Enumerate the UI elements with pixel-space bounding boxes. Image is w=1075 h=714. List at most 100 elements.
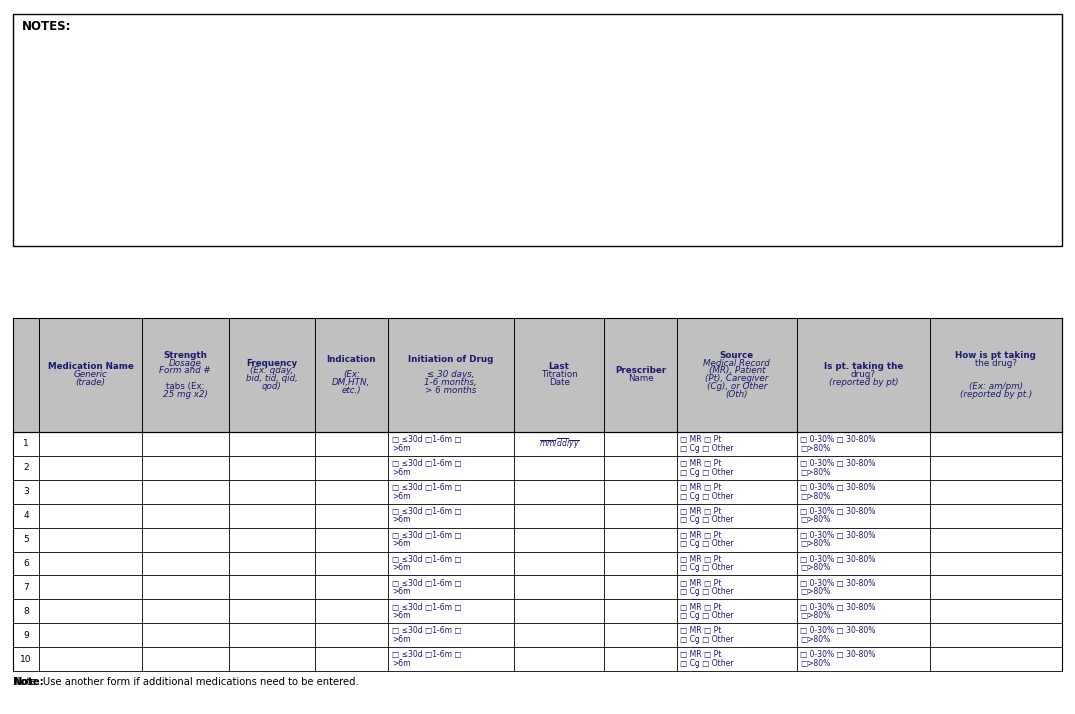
Text: Prescriber: Prescriber: [615, 366, 666, 376]
Text: Is pt. taking the: Is pt. taking the: [823, 363, 903, 371]
Text: $\overline{mm}$/$\overline{dd}$/$\overline{yy}$: $\overline{mm}$/$\overline{dd}$/$\overli…: [539, 437, 579, 451]
Text: >6m: >6m: [391, 516, 411, 525]
Text: 10: 10: [20, 655, 32, 664]
Text: 4: 4: [24, 511, 29, 521]
Text: Indication: Indication: [327, 355, 376, 363]
Text: □>80%: □>80%: [800, 587, 831, 596]
Text: □ 0-30% □ 30-80%: □ 0-30% □ 30-80%: [800, 531, 876, 540]
Text: □ MR □ Pt: □ MR □ Pt: [679, 435, 721, 444]
Text: (Ex:: (Ex:: [343, 371, 360, 379]
Text: Form and #: Form and #: [159, 366, 211, 376]
Bar: [13, 480, 1062, 504]
Text: >6m: >6m: [391, 563, 411, 573]
Text: 1-6 months,: 1-6 months,: [425, 378, 477, 387]
Text: 25 mg x2): 25 mg x2): [162, 390, 207, 399]
Text: >6m: >6m: [391, 443, 411, 453]
Text: □ Cg □ Other: □ Cg □ Other: [679, 491, 733, 501]
Text: qod): qod): [262, 382, 282, 391]
Text: > 6 months: > 6 months: [425, 386, 476, 395]
Text: Last: Last: [548, 363, 570, 371]
Text: □ 0-30% □ 30-80%: □ 0-30% □ 30-80%: [800, 459, 876, 468]
Bar: [13, 14, 1062, 246]
Text: □ MR □ Pt: □ MR □ Pt: [679, 531, 721, 540]
Text: 7: 7: [24, 583, 29, 592]
Text: (Ex: am/pm): (Ex: am/pm): [969, 382, 1022, 391]
Text: Name: Name: [628, 374, 654, 383]
Text: Generic: Generic: [74, 371, 108, 379]
Text: □ Cg □ Other: □ Cg □ Other: [679, 468, 733, 477]
Bar: [13, 551, 1062, 575]
Text: □ MR □ Pt: □ MR □ Pt: [679, 507, 721, 516]
Text: □ ≤30d □1-6m □: □ ≤30d □1-6m □: [391, 626, 461, 635]
Bar: [13, 600, 1062, 623]
Text: Strength: Strength: [163, 351, 207, 360]
Text: (Cg), or Other: (Cg), or Other: [706, 382, 768, 391]
Text: 1: 1: [24, 439, 29, 448]
Text: □ MR □ Pt: □ MR □ Pt: [679, 483, 721, 492]
Text: □ MR □ Pt: □ MR □ Pt: [679, 459, 721, 468]
Text: □ Cg □ Other: □ Cg □ Other: [679, 587, 733, 596]
Text: □ ≤30d □1-6m □: □ ≤30d □1-6m □: [391, 507, 461, 516]
Text: □ Cg □ Other: □ Cg □ Other: [679, 443, 733, 453]
Text: 9: 9: [24, 630, 29, 640]
Bar: [13, 647, 1062, 671]
Text: Dosage: Dosage: [169, 358, 202, 368]
Bar: [13, 432, 1062, 456]
Text: (Pt), Caregiver: (Pt), Caregiver: [705, 374, 769, 383]
Text: □ Cg □ Other: □ Cg □ Other: [679, 611, 733, 620]
Text: (MR), Patient: (MR), Patient: [708, 366, 765, 376]
Bar: [13, 456, 1062, 480]
Text: >6m: >6m: [391, 587, 411, 596]
Text: □>80%: □>80%: [800, 516, 831, 525]
Text: tabs (Ex:: tabs (Ex:: [166, 382, 204, 391]
Text: □ ≤30d □1-6m □: □ ≤30d □1-6m □: [391, 603, 461, 612]
Text: (Ex: qday,: (Ex: qday,: [250, 366, 293, 376]
Text: (reported by pt.): (reported by pt.): [960, 390, 1032, 399]
Text: Frequency: Frequency: [246, 358, 298, 368]
Text: Medical Record: Medical Record: [703, 358, 770, 368]
Text: □ ≤30d □1-6m □: □ ≤30d □1-6m □: [391, 459, 461, 468]
Text: □ MR □ Pt: □ MR □ Pt: [679, 626, 721, 635]
Text: >6m: >6m: [391, 635, 411, 644]
Text: □>80%: □>80%: [800, 611, 831, 620]
Text: □ 0-30% □ 30-80%: □ 0-30% □ 30-80%: [800, 603, 876, 612]
Text: Note: Use another form if additional medications need to be entered.: Note: Use another form if additional med…: [13, 677, 359, 687]
Text: □ 0-30% □ 30-80%: □ 0-30% □ 30-80%: [800, 435, 876, 444]
Text: □>80%: □>80%: [800, 443, 831, 453]
Text: □ 0-30% □ 30-80%: □ 0-30% □ 30-80%: [800, 578, 876, 588]
Text: □ Cg □ Other: □ Cg □ Other: [679, 635, 733, 644]
Text: Note:: Note:: [13, 677, 44, 687]
Text: □ ≤30d □1-6m □: □ ≤30d □1-6m □: [391, 555, 461, 564]
Text: Initiation of Drug: Initiation of Drug: [408, 355, 493, 363]
Text: □ 0-30% □ 30-80%: □ 0-30% □ 30-80%: [800, 650, 876, 660]
Bar: [13, 528, 1062, 551]
Text: □ ≤30d □1-6m □: □ ≤30d □1-6m □: [391, 435, 461, 444]
Text: □ MR □ Pt: □ MR □ Pt: [679, 555, 721, 564]
Text: >6m: >6m: [391, 491, 411, 501]
Text: □>80%: □>80%: [800, 491, 831, 501]
Text: 2: 2: [24, 463, 29, 473]
Text: (trade): (trade): [75, 378, 105, 387]
Bar: [13, 504, 1062, 528]
Bar: [13, 575, 1062, 600]
Text: □ 0-30% □ 30-80%: □ 0-30% □ 30-80%: [800, 555, 876, 564]
Text: Source: Source: [720, 351, 754, 360]
Text: bid, tid, qid,: bid, tid, qid,: [246, 374, 298, 383]
Text: NOTES:: NOTES:: [22, 20, 71, 33]
Text: ≤ 30 days,: ≤ 30 days,: [427, 371, 474, 379]
Text: >6m: >6m: [391, 611, 411, 620]
Text: >6m: >6m: [391, 659, 411, 668]
Text: □ Cg □ Other: □ Cg □ Other: [679, 516, 733, 525]
Text: How is pt taking: How is pt taking: [956, 351, 1036, 360]
Text: etc.): etc.): [342, 386, 361, 395]
Text: □>80%: □>80%: [800, 468, 831, 477]
Text: □ ≤30d □1-6m □: □ ≤30d □1-6m □: [391, 578, 461, 588]
Bar: [13, 318, 1062, 432]
Text: □ MR □ Pt: □ MR □ Pt: [679, 650, 721, 660]
Text: >6m: >6m: [391, 539, 411, 548]
Text: Date: Date: [548, 378, 570, 387]
Text: DM,HTN,: DM,HTN,: [332, 378, 371, 387]
Text: □ ≤30d □1-6m □: □ ≤30d □1-6m □: [391, 650, 461, 660]
Text: □ ≤30d □1-6m □: □ ≤30d □1-6m □: [391, 483, 461, 492]
Text: □ 0-30% □ 30-80%: □ 0-30% □ 30-80%: [800, 483, 876, 492]
